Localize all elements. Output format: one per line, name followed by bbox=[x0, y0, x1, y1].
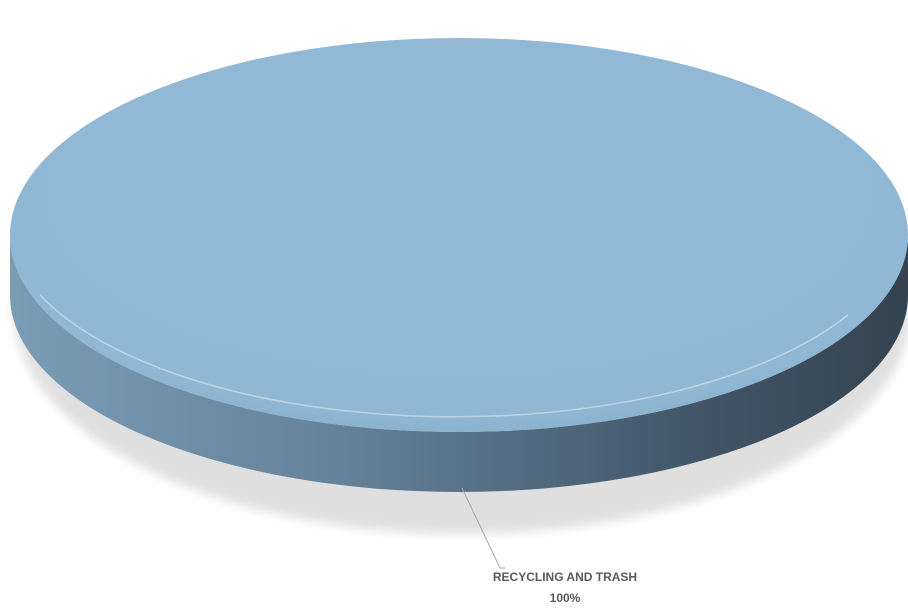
data-label-category: RECYCLING AND TRASH bbox=[493, 570, 637, 584]
pie-slice-side-recycling-and-trash bbox=[10, 235, 908, 492]
data-label-percent: 100% bbox=[550, 591, 581, 605]
data-label-leader-line bbox=[461, 487, 505, 569]
pie-rim-highlight bbox=[39, 294, 849, 418]
pie-slice-recycling-and-trash bbox=[10, 38, 908, 432]
